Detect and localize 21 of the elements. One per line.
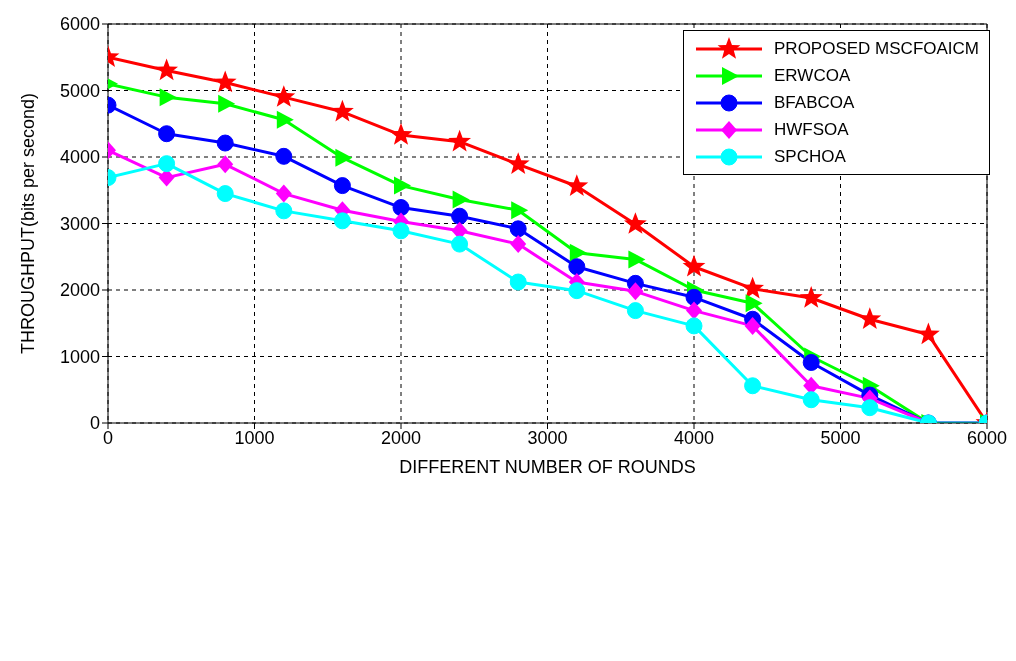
y-tick-label: 4000 [59, 147, 100, 168]
x-tick-label: 2000 [380, 427, 422, 448]
legend-label: BFABCOA [774, 92, 855, 113]
legend-label: ERWCOA [774, 65, 851, 86]
y-tick-label: 1000 [59, 346, 100, 367]
y-tick-label: 2000 [59, 280, 100, 301]
y-tick-label: 3000 [59, 213, 100, 234]
x-tick-label: 5000 [820, 427, 861, 448]
x-tick-label: 3000 [527, 427, 568, 448]
x-tick-label: 0 [102, 427, 114, 448]
legend-label: HWFSOA [774, 119, 849, 140]
y-axis-title: THROUGHPUT(bits per second) [18, 92, 39, 355]
legend-label: PROPOSED MSCFOAICM [774, 38, 979, 59]
y-tick-label: 6000 [59, 14, 100, 35]
x-tick-label: 6000 [966, 427, 1008, 448]
y-tick-label: 5000 [59, 80, 100, 101]
x-axis-title: DIFFERENT NUMBER OF ROUNDS [399, 457, 696, 477]
x-tick-label: 4000 [673, 427, 715, 448]
x-tick-label: 1000 [234, 427, 275, 448]
legend-label: SPCHOA [774, 146, 846, 167]
y-tick-label: 0 [89, 413, 100, 434]
